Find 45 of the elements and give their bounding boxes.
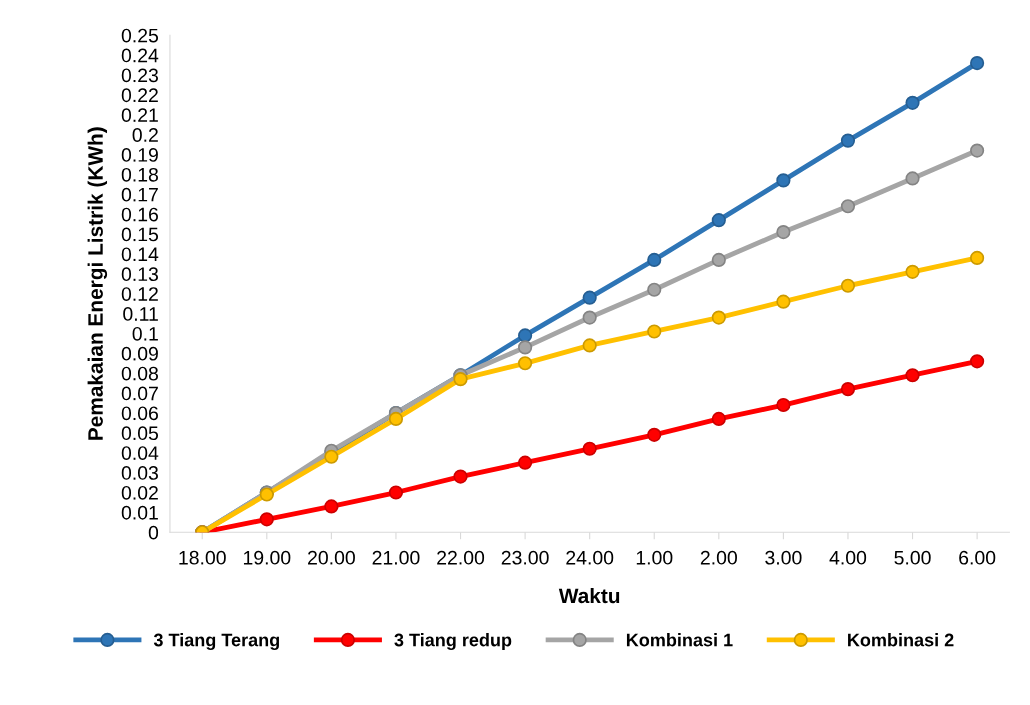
y-tick-label: 0.03 — [121, 466, 158, 480]
y-tick-label: 0.25 — [121, 28, 159, 43]
x-tick-label: 4.00 — [829, 550, 867, 565]
legend-label: 3 Tiang Terang — [153, 633, 279, 651]
y-axis-title: Pemakaian Energi Listrik (KWh) — [87, 127, 108, 440]
y-tick-label: 0.06 — [121, 406, 158, 421]
x-tick-label: 1.00 — [636, 550, 673, 565]
y-tick-label: 0.13 — [121, 267, 158, 282]
y-tick-label: 0.22 — [121, 88, 158, 103]
x-tick-label: 6.00 — [959, 550, 996, 565]
y-tick-label: 0 — [148, 525, 159, 540]
y-tick-label: 0.08 — [121, 366, 158, 381]
y-tick-label: 0.02 — [121, 485, 158, 500]
y-tick-label: 0.16 — [121, 207, 158, 222]
x-tick-label: 3.00 — [765, 550, 802, 565]
y-tick-label: 0.04 — [121, 446, 159, 460]
x-tick-label: 23.00 — [501, 550, 549, 565]
x-axis-title: Waktu — [558, 587, 620, 604]
x-tick-label: 22.00 — [437, 550, 485, 565]
y-tick-label: 0.07 — [121, 386, 158, 401]
y-tick-label: 0.18 — [121, 167, 158, 182]
y-tick-label: 0.1 — [132, 326, 158, 341]
y-tick-label: 0.09 — [121, 346, 158, 361]
y-tick-label: 0.24 — [121, 48, 159, 63]
y-tick-label: 0.2 — [132, 128, 158, 142]
x-tick-label: 5.00 — [894, 550, 931, 565]
y-tick-label: 0.01 — [121, 505, 158, 520]
y-tick-label: 0.21 — [121, 108, 158, 123]
y-tick-label: 0.11 — [123, 307, 158, 321]
y-tick-label: 0.19 — [121, 148, 158, 162]
x-tick-label: 18.00 — [179, 550, 226, 565]
y-tick-label: 0.05 — [121, 426, 159, 441]
y-tick-label: 0.15 — [121, 227, 159, 242]
y-tick-label: 0.12 — [121, 287, 158, 301]
legend-label: Kombinasi 2 — [848, 633, 954, 647]
x-tick-label: 21.00 — [372, 550, 420, 565]
legend-label: Kombinasi 1 — [626, 633, 733, 647]
x-tick-label: 24.00 — [566, 550, 614, 565]
x-tick-label: 20.00 — [308, 550, 355, 565]
x-tick-label: 2.00 — [700, 550, 737, 565]
y-tick-label: 0.14 — [121, 247, 159, 262]
y-tick-label: 0.17 — [121, 187, 158, 202]
x-tick-label: 19.00 — [243, 550, 291, 565]
y-tick-label: 0.23 — [121, 68, 158, 83]
legend-label: 3 Tiang redup — [394, 633, 512, 651]
